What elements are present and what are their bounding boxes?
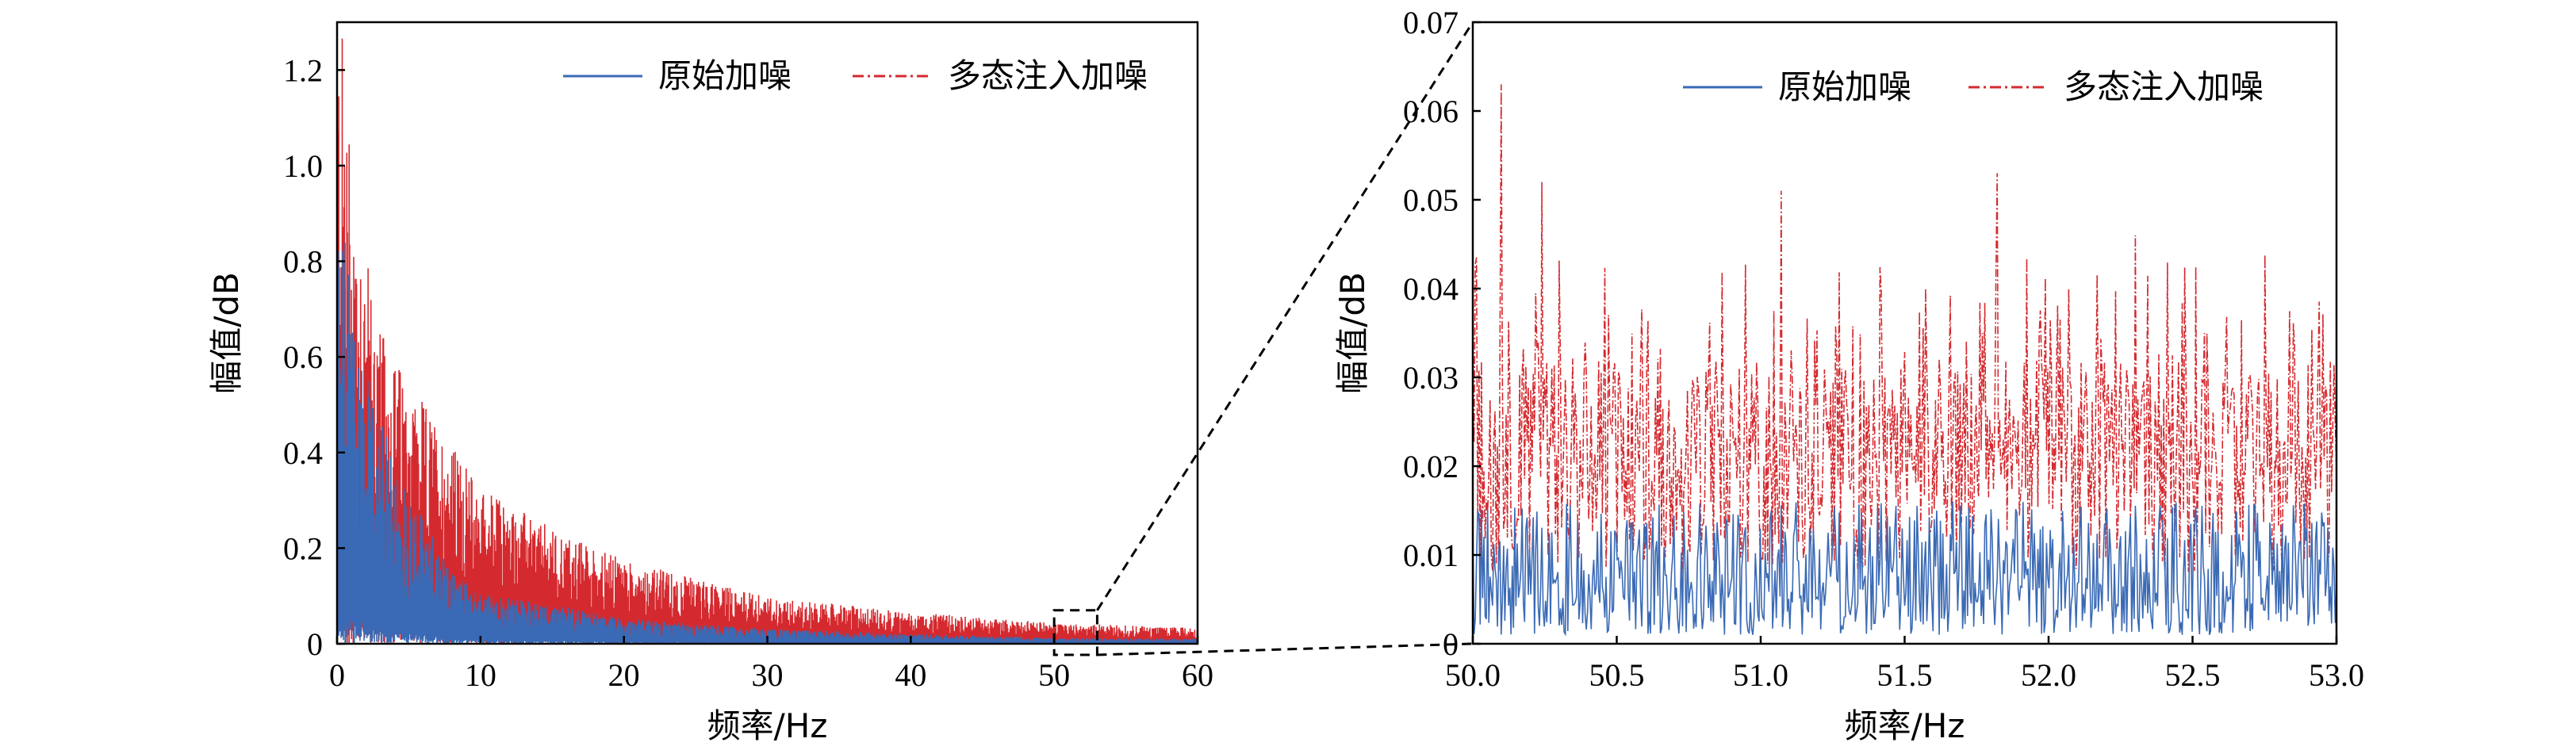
right-x-tick-label: 53.0 — [2309, 657, 2364, 693]
right-y-tick-label: 0.02 — [1403, 449, 1459, 484]
left-legend: 原始加噪 多态注入加噪 — [563, 56, 1148, 95]
series-multistate-line — [1473, 84, 2336, 573]
left-y-axis-label: 幅值/dB — [207, 272, 246, 394]
right-x-tick-label: 51.5 — [1877, 657, 1933, 693]
series-multistate-noise — [337, 38, 1198, 644]
right-y-tick-label: 0.06 — [1403, 94, 1459, 129]
legend-label-original: 原始加噪 — [1778, 67, 1911, 106]
left-x-tick-label: 10 — [465, 657, 496, 693]
legend-label-original: 原始加噪 — [658, 56, 792, 95]
legend-label-multistate: 多态注入加噪 — [2064, 67, 2264, 106]
right-y-tick-label: 0.04 — [1403, 271, 1459, 307]
right-y-tick-label: 0.05 — [1403, 182, 1459, 218]
right-x-tick-label: 52.0 — [2021, 657, 2076, 693]
right-y-axis-label: 幅值/dB — [1333, 272, 1372, 394]
right-x-tick-label: 50.5 — [1589, 657, 1645, 693]
legend-label-multistate: 多态注入加噪 — [948, 56, 1148, 95]
right-data — [1473, 84, 2336, 637]
left-y-tick-label: 0.4 — [283, 435, 323, 471]
right-y-tick-label: 0.01 — [1403, 538, 1459, 573]
right-legend: 原始加噪 多态注入加噪 — [1683, 67, 2264, 106]
left-y-tick-label: 0.6 — [283, 339, 323, 375]
series-original-line — [1473, 501, 2336, 637]
left-y-tick-label: 0.2 — [283, 530, 323, 566]
left-y-tick-label: 1.0 — [283, 148, 323, 184]
right-y-tick-label: 0.07 — [1403, 5, 1459, 40]
right-panel: 50.0 50.5 51.0 51.5 52.0 52.5 53.000.010.020.0… — [1333, 5, 2364, 745]
left-x-tick-label: 20 — [608, 657, 640, 693]
right-x-tick-label: 52.5 — [2165, 657, 2221, 693]
left-x-tick-label: 60 — [1182, 657, 1213, 693]
left-x-tick-label: 50 — [1038, 657, 1070, 693]
zoom-connector-bottom — [1097, 642, 1474, 656]
series-original-noise — [337, 243, 1198, 644]
right-y-tick-label: 0.03 — [1403, 360, 1459, 396]
zoom-connector-top — [1096, 21, 1474, 611]
left-panel: 0 10 20 30 40 50 60 0 0.2 0.4 0.6 0.8 1.0 1.2 频率/Hz 幅值/… — [207, 21, 1213, 745]
zoom-box — [1052, 609, 1098, 656]
left-data — [337, 38, 1198, 644]
left-x-tick-label: 40 — [895, 657, 926, 693]
right-x-axis-label: 频率/Hz — [1845, 706, 1965, 745]
left-y-tick-label: 0 — [307, 626, 323, 662]
left-y-tick-label: 0.8 — [283, 244, 323, 280]
right-x-tick-label: 51.0 — [1733, 657, 1788, 693]
left-y-tick-label: 1.2 — [283, 52, 323, 88]
left-x-tick-label: 30 — [752, 657, 784, 693]
left-x-tick-label: 0 — [329, 657, 345, 693]
left-x-axis-label: 频率/Hz — [707, 706, 828, 745]
right-x-tick-label: 50.0 — [1445, 657, 1501, 693]
